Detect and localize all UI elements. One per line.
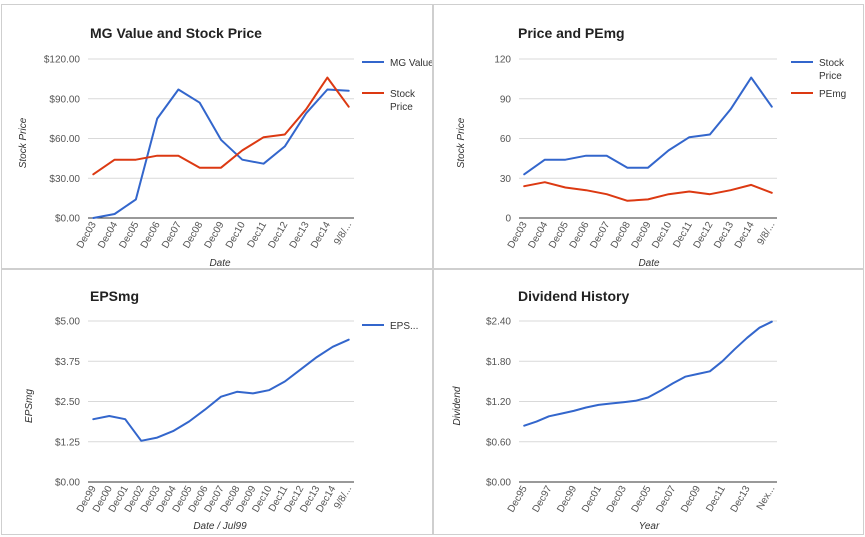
x-tick-label: Dec97 (531, 484, 555, 515)
chart-panel-dividend: Dividend History $0.00 $0.60 $1.20 $1.80 $2.… (433, 269, 864, 535)
y-gridlines (519, 320, 777, 483)
y-tick-label: $5.00 (55, 317, 80, 328)
x-axis-label: Date (638, 258, 660, 269)
y-tick-labels: $0.00 $1.25 $2.50 $3.75 $5.00 (55, 317, 80, 489)
y-gridlines (88, 58, 354, 219)
legend: EPS... (362, 321, 418, 332)
legend: MG Value Stock Price (362, 58, 433, 113)
y-tick-label: $1.25 (55, 437, 80, 448)
y-tick-label: $60.00 (49, 134, 80, 145)
y-tick-label: $90.00 (49, 94, 80, 105)
x-tick-label: Dec14 (309, 220, 333, 251)
x-axis-label: Date (209, 258, 231, 269)
x-tick-label: Dec03 (605, 484, 629, 515)
x-tick-labels: Dec03Dec04Dec05Dec06Dec07Dec08Dec09Dec10… (506, 220, 778, 251)
legend-label: MG Value (390, 58, 433, 69)
y-tick-label: $0.00 (55, 478, 80, 489)
x-tick-label: Dec14 (733, 220, 757, 251)
y-tick-label: $120.00 (44, 55, 81, 66)
x-tick-label: Dec08 (181, 220, 205, 251)
series-line-mg-value (92, 88, 350, 219)
series-line-stock-price (92, 76, 350, 176)
y-gridlines (519, 58, 777, 219)
y-axis-label: Dividend (452, 386, 463, 425)
legend-label: EPS... (390, 321, 418, 332)
y-tick-label: 90 (500, 94, 512, 105)
legend-label: Price (819, 71, 842, 82)
y-axis-label: EPSmg (24, 389, 35, 423)
chart-epsmg: EPSmg $0.00 $1.25 $2.50 $3.75 $5.00 Dec99Dec… (24, 288, 418, 532)
x-tick-labels: Dec03Dec04Dec05Dec06Dec07Dec08Dec09Dec10… (75, 220, 354, 251)
series-lines (92, 76, 350, 219)
y-tick-label: $3.75 (55, 357, 80, 368)
series-line-stock-price (523, 76, 773, 176)
x-tick-label: 9/8/... (332, 220, 354, 247)
y-tick-label: 30 (500, 174, 512, 185)
y-tick-label: $2.40 (486, 317, 511, 328)
chart-mg-value: MG Value and Stock Price $0.00 $30.00 $60.… (18, 25, 433, 269)
chart-title: Dividend History (518, 288, 629, 304)
x-tick-label: Dec07 (654, 484, 678, 515)
y-tick-label: $1.20 (486, 397, 511, 408)
y-tick-labels: $0.00 $30.00 $60.00 $90.00 $120.00 (44, 55, 81, 225)
y-tick-label: 60 (500, 134, 512, 145)
y-axis-label: Stock Price (18, 117, 29, 168)
x-tick-label: Dec09 (679, 484, 703, 515)
x-tick-label: Nex... (755, 484, 778, 512)
y-tick-label: $0.00 (55, 214, 80, 225)
series-line-pemg (523, 181, 773, 202)
x-axis-label: Date / Jul99 (193, 521, 247, 532)
x-tick-labels: Dec99Dec00Dec01Dec02Dec03Dec04Dec05Dec06… (75, 484, 354, 515)
x-tick-label: Dec06 (139, 220, 163, 251)
y-tick-label: 120 (494, 55, 511, 66)
legend-label: Price (390, 102, 413, 113)
legend-label: Stock (390, 89, 416, 100)
y-axis-label: Stock Price (456, 117, 467, 168)
x-tick-label: Dec05 (630, 484, 654, 515)
x-tick-label: Dec05 (117, 220, 141, 251)
y-tick-labels: $0.00 $0.60 $1.20 $1.80 $2.40 (486, 317, 511, 489)
x-tick-label: Dec07 (160, 220, 184, 251)
x-tick-label: Dec10 (224, 220, 248, 251)
chart-panel-epsmg: EPSmg $0.00 $1.25 $2.50 $3.75 $5.00 Dec99 Dec… (1, 269, 433, 535)
series-lines (523, 76, 773, 202)
x-tick-label: Dec99 (555, 484, 579, 515)
chart-dividend: Dividend History $0.00 $0.60 $1.20 $1.80 $2.… (452, 288, 778, 532)
legend-label: Stock (819, 58, 845, 69)
y-tick-label: $1.80 (486, 357, 511, 368)
y-tick-labels: 0 30 60 90 120 (494, 55, 511, 225)
x-tick-label: 9/8/... (755, 220, 777, 247)
x-axis-label: Year (639, 521, 660, 532)
y-tick-label: $2.50 (55, 397, 80, 408)
x-tick-label: Dec10 (650, 220, 674, 251)
series-line-eps (92, 338, 350, 442)
legend-label: PEmg (819, 89, 846, 100)
x-tick-labels: Dec95 Dec97 Dec99 Dec01 Dec03 Dec05 Dec07 Dec09… (506, 484, 778, 515)
legend: Stock Price PEmg (791, 58, 846, 100)
chart-price-pemg: Price and PEmg 0 30 60 90 120 Dec03Dec04Dec0… (456, 25, 846, 269)
y-tick-label: $30.00 (49, 174, 80, 185)
chart-title: MG Value and Stock Price (90, 25, 262, 41)
series-lines (523, 320, 773, 427)
x-tick-label: Dec01 (580, 484, 604, 515)
x-tick-label: Dec13 (288, 220, 312, 251)
x-tick-label: Dec13 (729, 484, 753, 515)
series-line-series (523, 320, 773, 427)
y-tick-label: $0.60 (486, 437, 511, 448)
chart-title: Price and PEmg (518, 25, 625, 41)
chart-title: EPSmg (90, 288, 139, 304)
x-tick-label: Dec12 (266, 220, 290, 251)
y-tick-label: $0.00 (486, 478, 511, 489)
chart-panel-price-pemg: Price and PEmg 0 30 60 90 120 Dec03 Dec04 Dec0… (433, 4, 864, 269)
x-tick-label: Dec09 (203, 220, 227, 251)
y-tick-label: 0 (505, 214, 511, 225)
y-gridlines (88, 320, 354, 483)
chart-panel-mg-value: MG Value and Stock Price $0.00 $30.00 $60.… (1, 4, 433, 269)
series-lines (92, 338, 350, 442)
x-tick-label: Dec11 (704, 484, 728, 514)
x-tick-label: Dec04 (96, 220, 120, 251)
